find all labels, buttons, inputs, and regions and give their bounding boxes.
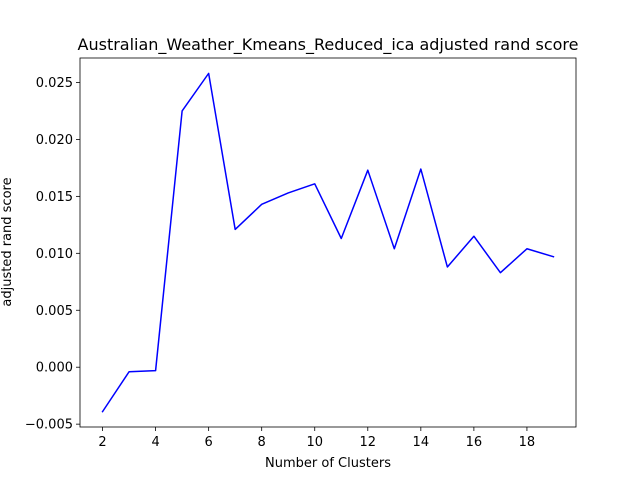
x-tick-label: 18 [519, 435, 536, 450]
y-tick-label: 0.020 [36, 133, 73, 148]
axes-frame [79, 57, 577, 428]
chart-title: Australian_Weather_Kmeans_Reduced_ica ad… [78, 35, 579, 55]
x-tick-label: 10 [306, 435, 323, 450]
x-tick-label: 14 [413, 435, 430, 450]
y-tick-label: 0.025 [36, 76, 73, 91]
y-tick-label: 0.000 [36, 361, 73, 376]
y-tick-label: −0.005 [25, 418, 73, 433]
y-tick-label: 0.010 [36, 247, 73, 262]
y-tick-label: 0.015 [36, 190, 73, 205]
axes: 2 4 6 8 10 12 14 16 18 −0.005 0.000 0.005 0.010 0.015… [25, 57, 577, 450]
x-tick-label: 8 [258, 435, 266, 450]
series-line-0 [101, 72, 555, 413]
x-tick-label: 2 [98, 435, 106, 450]
x-axis-label: Number of Clusters [265, 456, 391, 471]
x-tick-label: 4 [151, 435, 159, 450]
x-tick-label: 16 [466, 435, 483, 450]
y-tick-label: 0.005 [36, 304, 73, 319]
y-axis-label: adjusted rand score [0, 177, 15, 306]
plot-area [101, 72, 555, 413]
x-tick-label: 6 [205, 435, 213, 450]
x-tick-label: 12 [360, 435, 377, 450]
